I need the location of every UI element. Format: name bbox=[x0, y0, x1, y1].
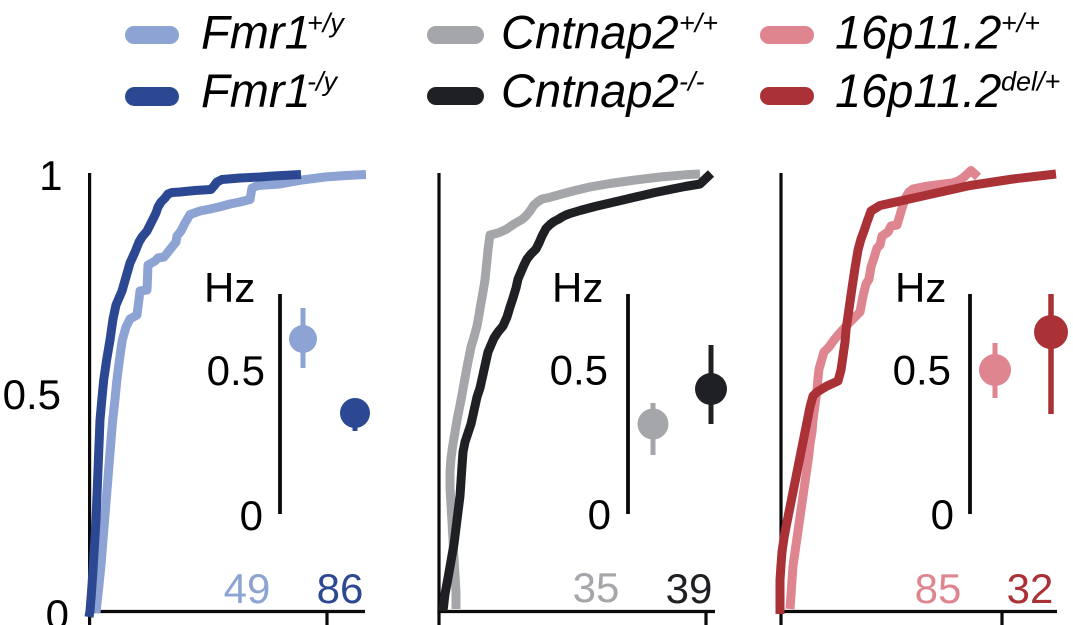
svg-text:Fmr1: Fmr1 bbox=[201, 6, 311, 59]
svg-text:Cntnap2: Cntnap2 bbox=[501, 6, 679, 59]
svg-text:0: 0 bbox=[588, 491, 611, 538]
svg-text:Hz: Hz bbox=[895, 264, 946, 311]
svg-text:-/-: -/- bbox=[679, 67, 704, 97]
svg-text:0: 0 bbox=[46, 591, 69, 625]
svg-text:0.5: 0.5 bbox=[550, 347, 608, 394]
svg-text:Hz: Hz bbox=[204, 264, 255, 311]
svg-text:16p11.2: 16p11.2 bbox=[835, 64, 1001, 117]
svg-text:Fmr1: Fmr1 bbox=[201, 64, 311, 117]
svg-text:-/y: -/y bbox=[307, 67, 338, 97]
svg-text:32: 32 bbox=[1007, 565, 1054, 612]
svg-text:85: 85 bbox=[915, 565, 962, 612]
svg-text:Hz: Hz bbox=[552, 264, 603, 311]
svg-text:39: 39 bbox=[666, 565, 713, 612]
svg-text:35: 35 bbox=[573, 564, 620, 611]
svg-text:16p11.2: 16p11.2 bbox=[835, 6, 1001, 59]
svg-text:0.5: 0.5 bbox=[3, 371, 61, 418]
svg-text:0.5: 0.5 bbox=[207, 347, 265, 394]
svg-text:0: 0 bbox=[240, 492, 263, 539]
svg-text:+/+: +/+ bbox=[679, 8, 718, 38]
svg-text:1: 1 bbox=[39, 152, 62, 199]
svg-text:Cntnap2: Cntnap2 bbox=[501, 64, 679, 117]
svg-text:+/+: +/+ bbox=[1001, 8, 1040, 38]
svg-text:0.5: 0.5 bbox=[893, 347, 951, 394]
svg-text:del/+: del/+ bbox=[1001, 67, 1060, 97]
svg-text:86: 86 bbox=[317, 565, 364, 612]
svg-text:49: 49 bbox=[224, 565, 271, 612]
svg-text:+/y: +/y bbox=[307, 8, 345, 38]
svg-text:0: 0 bbox=[931, 491, 954, 538]
